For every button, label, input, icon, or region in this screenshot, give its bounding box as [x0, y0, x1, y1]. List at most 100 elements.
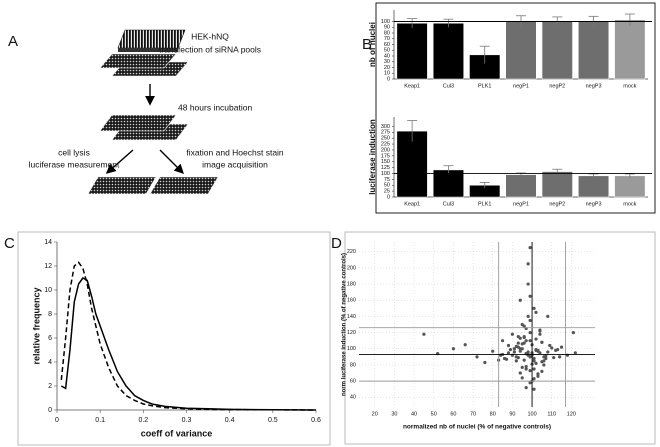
plate — [87, 176, 157, 195]
diagram-text: luciferase measurement — [29, 159, 120, 169]
y-tick-label: 120 — [347, 330, 356, 336]
point — [522, 341, 526, 345]
panel-label: A — [8, 33, 18, 50]
x-tick-label: 70 — [470, 411, 476, 417]
point — [508, 347, 513, 352]
bar — [396, 130, 428, 198]
y-tick-label: 70 — [384, 36, 390, 42]
point — [526, 350, 530, 354]
point — [528, 294, 532, 298]
panel-label: C — [4, 235, 15, 252]
x-tick-label: 90 — [509, 411, 515, 417]
point — [544, 354, 548, 358]
point — [516, 341, 520, 345]
point — [526, 314, 530, 319]
panel-b-frame — [375, 2, 656, 214]
x-tick-label: 40 — [411, 411, 417, 417]
y-axis-title: luciferase induction — [368, 119, 377, 195]
point — [520, 365, 524, 369]
point — [502, 356, 507, 361]
point — [528, 355, 532, 359]
point — [571, 330, 575, 335]
point — [500, 339, 505, 343]
point — [506, 343, 511, 348]
point — [532, 377, 536, 381]
y-tick-label: 4 — [48, 359, 52, 366]
x-tick-label: 120 — [567, 411, 576, 417]
y-tick-label: 160 — [347, 298, 356, 304]
y-tick-label: 250 — [381, 136, 390, 142]
point — [510, 332, 514, 336]
x-tick-label: Cul3 — [443, 83, 454, 89]
point — [534, 348, 538, 352]
bar — [541, 21, 573, 80]
point — [522, 335, 526, 340]
x-tick-label: Cul3 — [443, 201, 454, 207]
x-tick-label: 100 — [527, 411, 536, 417]
point — [540, 340, 544, 344]
diagram-text: HEK-hNQ — [191, 31, 229, 41]
point — [518, 371, 522, 375]
point — [559, 345, 564, 349]
bar — [578, 175, 610, 198]
y-tick-label: 40 — [350, 395, 356, 401]
x-tick-label: 0.4 — [225, 417, 235, 424]
x-tick-label: PLK1 — [478, 201, 491, 207]
x-tick-label: negP3 — [586, 83, 602, 89]
x-tick-label: 0.1 — [95, 417, 105, 424]
point — [528, 381, 532, 385]
arrow — [159, 149, 184, 174]
point — [556, 347, 560, 352]
y-tick-label: 40 — [384, 53, 390, 59]
point — [522, 358, 526, 362]
point — [475, 355, 479, 359]
plate — [149, 176, 219, 195]
x-tick-label: negP3 — [586, 201, 602, 207]
y-tick-label: 275 — [381, 130, 390, 136]
point — [542, 363, 546, 367]
point — [536, 372, 540, 376]
y-tick-label: 150 — [381, 159, 390, 165]
y-tick-label: 300 — [381, 124, 390, 130]
point — [524, 364, 528, 369]
point — [491, 349, 495, 353]
workflow-diagram: HEK-hNQ transfection of siRNA pools 48 h… — [29, 29, 284, 195]
point — [534, 310, 538, 314]
y-tick-label: 0 — [387, 194, 390, 200]
x-tick-label: 50 — [431, 411, 437, 417]
point — [526, 282, 530, 286]
diagram-text: image acquisition — [202, 159, 268, 169]
point — [548, 343, 552, 348]
y-tick-label: 10 — [44, 287, 52, 294]
x-tick-label: mock — [623, 83, 636, 89]
bar — [614, 19, 646, 80]
y-tick-label: 90 — [384, 25, 390, 31]
point — [544, 356, 548, 361]
point — [483, 360, 487, 365]
diagram-text: cell lysis — [58, 147, 90, 157]
panel-label: B — [362, 36, 372, 53]
point — [528, 339, 532, 343]
point — [516, 345, 520, 349]
tube-rack — [118, 48, 178, 52]
point — [552, 356, 556, 360]
x-tick-label: Keap1 — [404, 83, 420, 89]
y-tick-label: 60 — [350, 379, 356, 385]
y-tick-label: 175 — [381, 153, 390, 159]
x-tick-label: 0.6 — [311, 417, 321, 424]
y-tick-label: 225 — [381, 142, 390, 148]
y-tick-label: 200 — [381, 147, 390, 153]
y-tick-label: 100 — [381, 171, 390, 177]
diagram-text: transfection of siRNA pools — [159, 44, 261, 54]
panel-d-frame — [344, 231, 656, 445]
point — [524, 339, 528, 343]
y-tick-label: 14 — [44, 239, 52, 246]
x-tick-label: negP2 — [549, 83, 565, 89]
panel-c-frame — [17, 231, 331, 446]
y-tick-label: 6 — [48, 335, 52, 342]
y-tick-label: 60 — [384, 42, 390, 48]
y-tick-label: 140 — [347, 314, 356, 320]
y-axis-title: nb of nuclei — [368, 22, 377, 67]
x-tick-label: mock — [623, 201, 636, 207]
